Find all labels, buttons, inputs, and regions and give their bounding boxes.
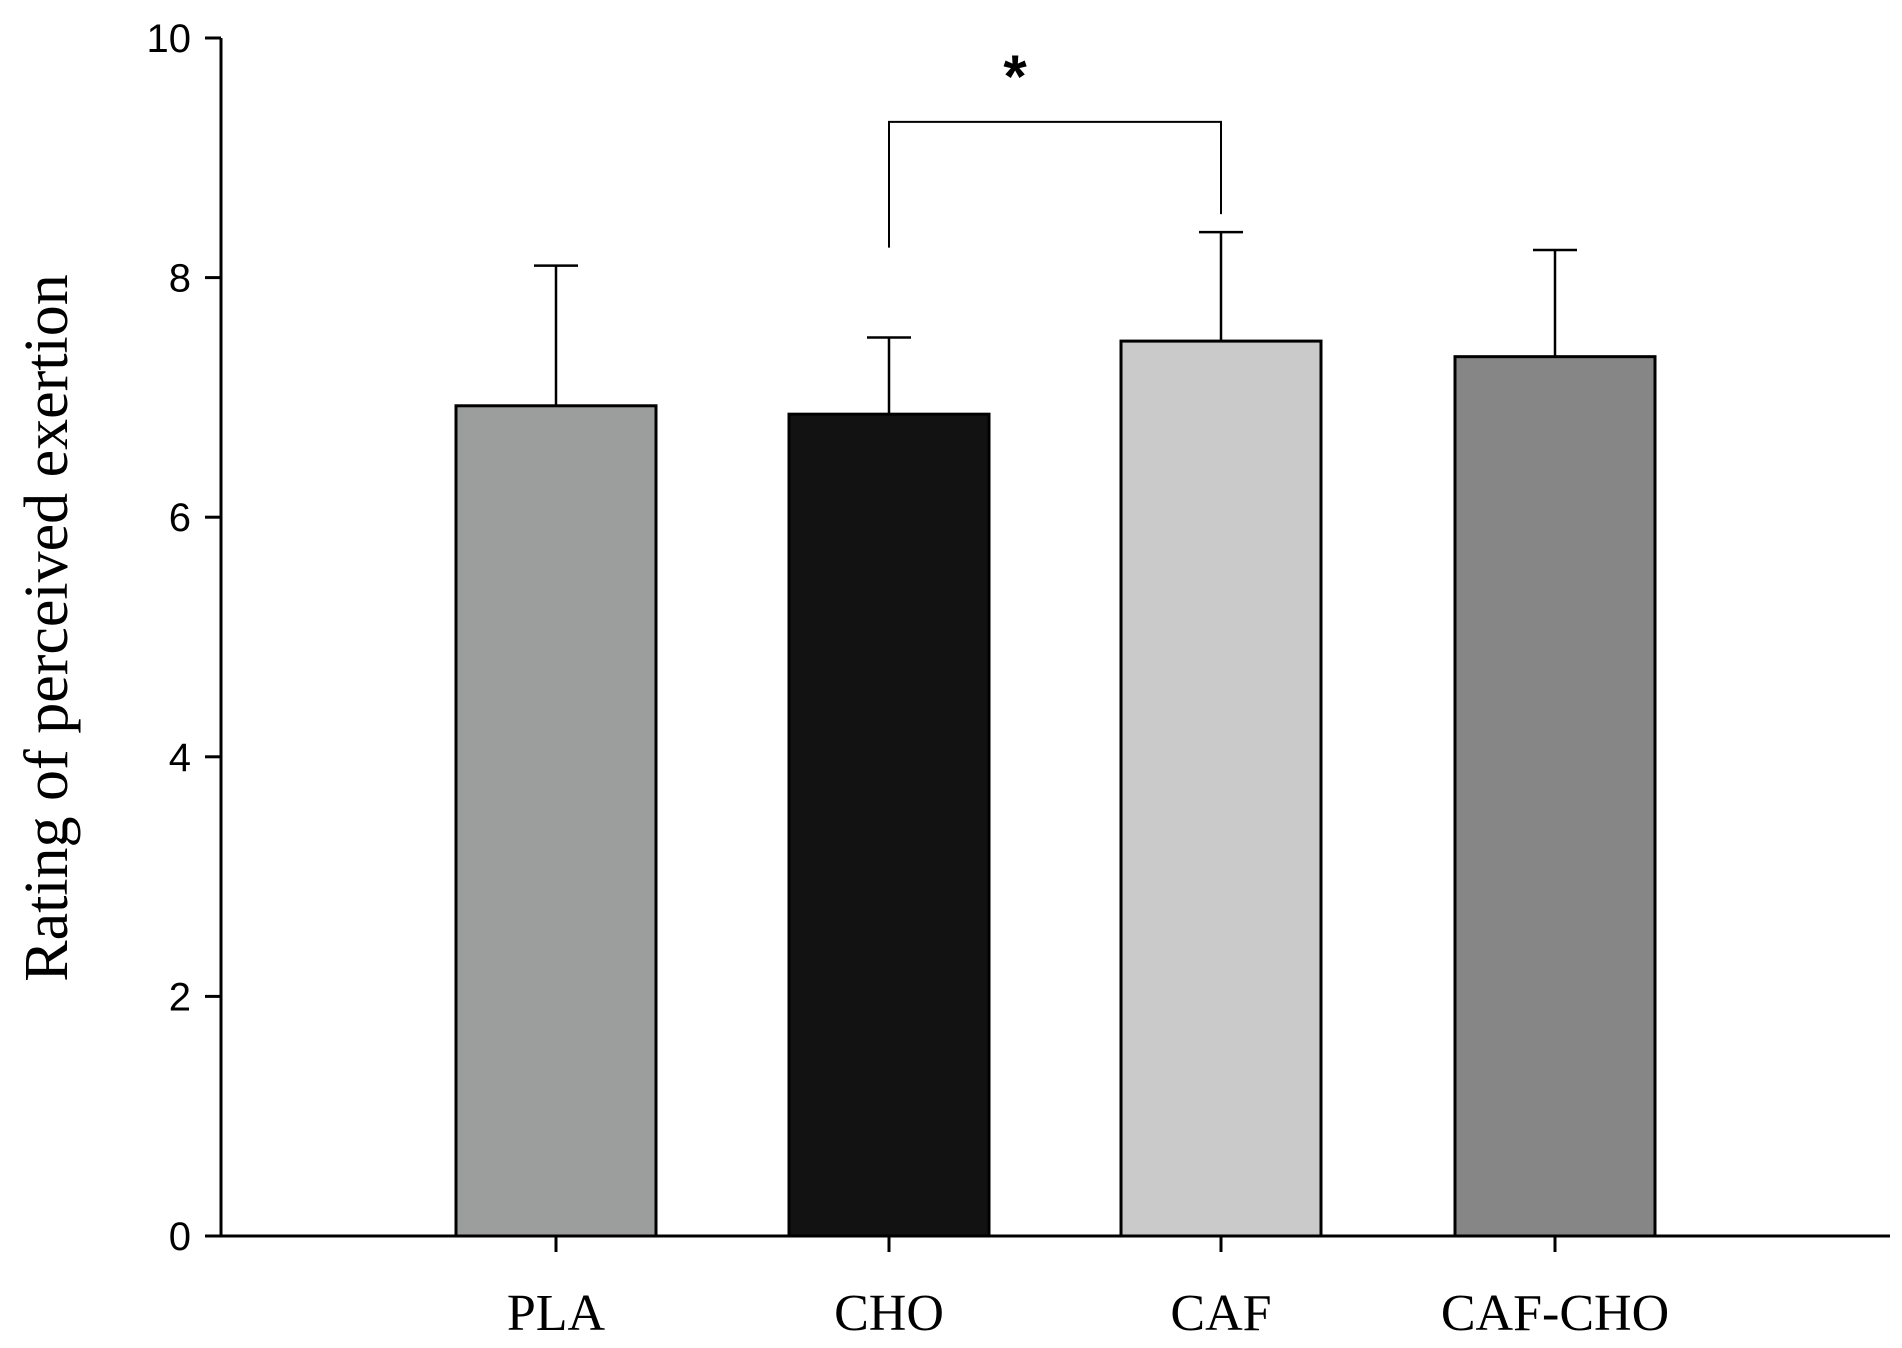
axes-layer [219,38,1890,1238]
bar-caf [1119,339,1323,1238]
y-tick-label-6: 6 [169,496,191,540]
y-tick-label-4: 4 [169,736,191,780]
y-tick-label-2: 2 [169,975,191,1019]
bar-caf-cho [1453,355,1657,1238]
y-tick-label-0: 0 [169,1215,191,1259]
bar-cho [787,412,991,1238]
labels-layer: 0 2 4 6 8 10 PLA CHO CAF CAF-CHO [147,17,1670,1342]
bars-layer [454,339,1657,1238]
significance-star: * [1003,43,1027,110]
x-tick-label-caf-cho: CAF-CHO [1441,1285,1669,1342]
x-tick-label-pla: PLA [507,1285,606,1342]
error-bars-layer [534,230,1577,415]
y-axis-title: Rating of perceived exertion [13,274,81,982]
y-tick-label-10: 10 [147,17,192,61]
x-tick-label-cho: CHO [834,1285,944,1342]
y-tick-label-8: 8 [169,257,191,301]
significance-bracket [888,120,1222,248]
ticks-layer [205,36,1557,1252]
bar-pla [454,404,658,1238]
significance-layer: * [888,43,1222,248]
x-tick-label-caf: CAF [1170,1285,1271,1342]
